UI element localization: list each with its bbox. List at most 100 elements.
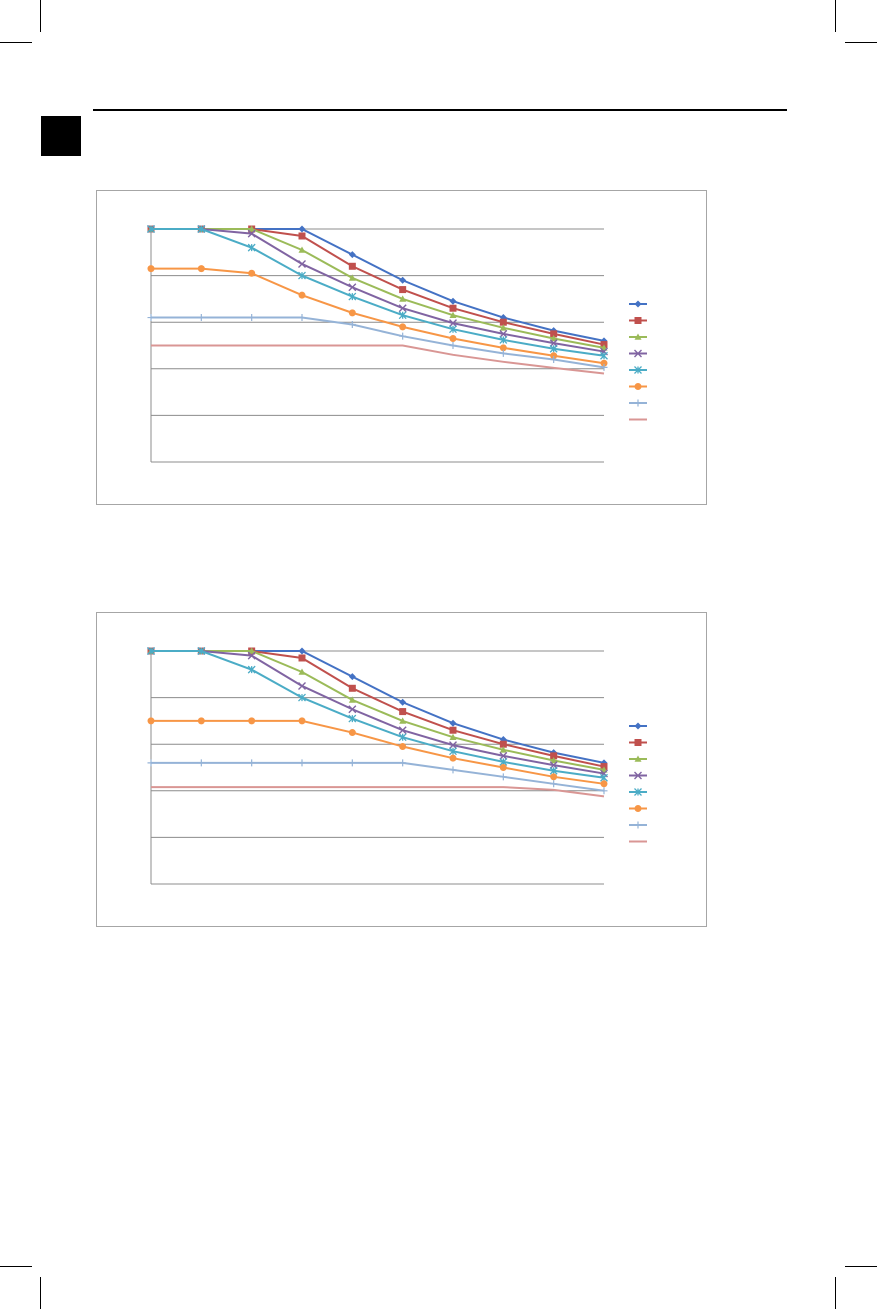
crop-mark — [845, 1266, 877, 1267]
series-8 — [151, 344, 605, 375]
series-line — [151, 650, 605, 771]
crop-mark — [845, 42, 877, 43]
data-point — [449, 754, 457, 762]
data-point — [398, 733, 407, 742]
series-5 — [147, 225, 608, 360]
data-point — [550, 335, 558, 342]
series-line — [151, 316, 605, 369]
data-point — [449, 342, 457, 349]
data-point — [298, 271, 306, 280]
data-point — [298, 654, 306, 662]
series-line — [151, 719, 605, 785]
data-point — [449, 747, 457, 756]
legend-marker — [634, 739, 642, 746]
data-point — [348, 714, 357, 723]
data-point — [298, 246, 306, 253]
data-point — [549, 344, 558, 353]
data-point — [348, 292, 357, 301]
chapter-tab-marker — [41, 116, 81, 156]
legend-entry-7 — [629, 399, 647, 407]
legend-entry-3 — [629, 333, 647, 340]
data-point — [499, 344, 507, 352]
series-6 — [147, 717, 608, 788]
data-point — [398, 311, 407, 320]
chart-2 — [96, 612, 707, 927]
data-point — [399, 323, 407, 331]
series-line — [151, 786, 605, 798]
data-point — [147, 314, 155, 322]
data-point — [399, 743, 407, 751]
data-point — [550, 352, 558, 360]
legend-entry-2 — [629, 317, 647, 324]
series-3 — [147, 647, 608, 773]
legend-entry-6 — [629, 805, 647, 812]
crop-mark — [0, 1266, 32, 1267]
series-line — [151, 228, 605, 349]
series-4 — [147, 225, 608, 356]
chart-2-plot — [147, 647, 647, 885]
series-line — [151, 761, 605, 792]
data-point — [399, 708, 407, 716]
data-point — [499, 324, 507, 331]
data-point — [449, 726, 457, 734]
data-point — [147, 225, 155, 233]
legend-entry-2 — [629, 739, 647, 746]
data-point — [348, 309, 356, 317]
legend-marker — [634, 771, 642, 780]
data-point — [449, 766, 457, 774]
data-point — [197, 717, 205, 725]
series-7 — [147, 759, 608, 795]
data-point — [449, 741, 457, 750]
data-point — [449, 311, 457, 319]
series-line — [151, 228, 605, 342]
data-point — [247, 229, 256, 238]
chart-1 — [96, 190, 707, 505]
data-point — [449, 304, 457, 312]
series-line — [151, 267, 605, 365]
legend-entry-5 — [629, 366, 647, 374]
data-point — [499, 764, 507, 771]
series-line — [151, 228, 605, 357]
legend-marker — [634, 349, 642, 358]
legend-marker — [634, 300, 642, 308]
data-point — [348, 321, 356, 329]
data-point — [248, 269, 256, 277]
data-point — [399, 759, 407, 767]
data-point — [197, 759, 205, 767]
data-point — [348, 274, 356, 281]
legend-entry-3 — [629, 755, 647, 762]
data-point — [298, 259, 306, 268]
data-point — [550, 355, 558, 363]
data-point — [499, 740, 507, 748]
data-point — [298, 225, 306, 233]
data-point — [600, 359, 608, 367]
series-1 — [147, 647, 608, 767]
data-point — [499, 329, 508, 338]
legend-marker — [634, 383, 642, 390]
legend-entry-7 — [629, 821, 647, 829]
data-point — [147, 647, 155, 655]
series-7 — [147, 314, 608, 371]
data-point — [348, 251, 356, 259]
data-point — [298, 291, 306, 299]
series-line — [151, 650, 605, 779]
legend-entry-5 — [629, 788, 647, 796]
data-point — [499, 751, 508, 760]
series-line — [151, 650, 605, 775]
data-point — [499, 773, 507, 781]
data-point — [550, 752, 558, 760]
data-point — [399, 276, 407, 284]
data-point — [449, 733, 457, 741]
data-point — [247, 243, 256, 252]
data-point — [298, 759, 306, 767]
crop-mark — [0, 42, 32, 43]
legend-entry-1 — [629, 300, 647, 308]
series-8 — [151, 786, 605, 798]
data-point — [499, 349, 507, 357]
data-point — [550, 773, 558, 781]
legend-marker — [634, 366, 642, 374]
legend-entry-4 — [629, 349, 647, 358]
series-6 — [147, 265, 608, 367]
series-3 — [147, 225, 608, 351]
legend-entry-4 — [629, 771, 647, 780]
